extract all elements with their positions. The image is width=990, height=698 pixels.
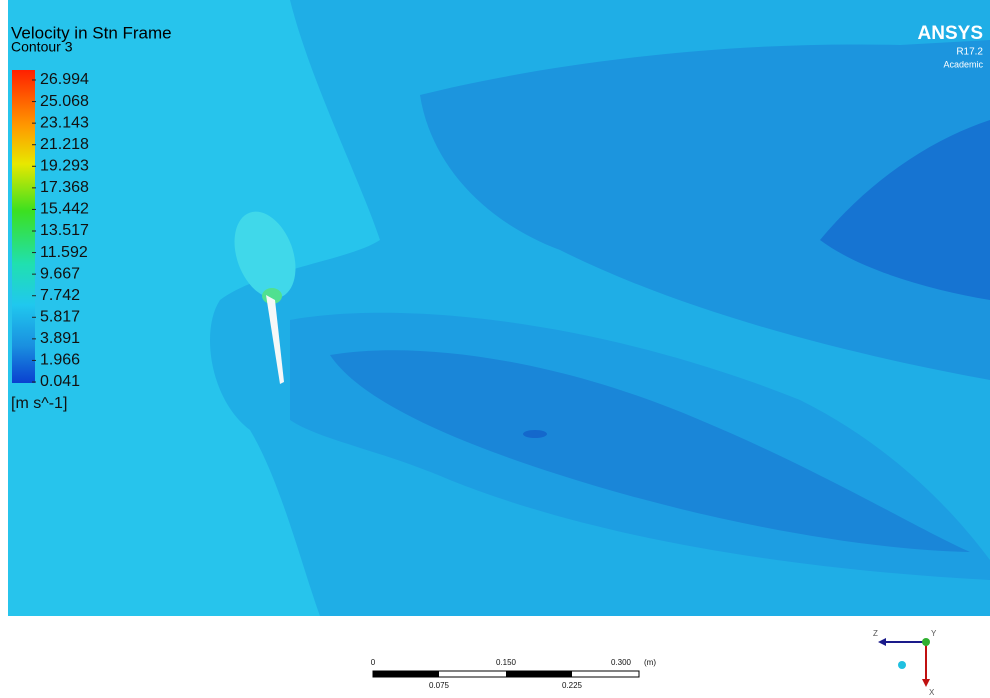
legend-level: 7.742: [40, 287, 80, 304]
triad-arrow: [878, 638, 886, 646]
triad-label: Y: [931, 629, 937, 638]
scale-bar-segment: [506, 671, 572, 677]
legend-unit: [m s^-1]: [11, 395, 67, 412]
page: {"legend": {"title": "Velocity in Stn Fr…: [0, 0, 990, 698]
legend-subtitle: Contour 3: [11, 39, 73, 55]
legend-level: 1.966: [40, 352, 80, 369]
scale-label: 0.300: [611, 658, 632, 667]
legend-level: 13.517: [40, 222, 89, 239]
scale-bar-segment: [373, 671, 439, 677]
scale-label: 0.225: [562, 681, 583, 690]
legend-level: 15.442: [40, 201, 89, 218]
legend-level: 21.218: [40, 136, 89, 153]
legend-level: 9.667: [40, 265, 80, 282]
logo-version: R17.2: [956, 47, 983, 58]
triad-sphere: [898, 661, 906, 669]
legend-level: 5.817: [40, 309, 80, 326]
viewer: Velocity in Stn Frame Contour 3 26.99425…: [0, 0, 990, 698]
contour-region: [523, 430, 547, 438]
legend-level: 23.143: [40, 114, 89, 131]
scale-unit: (m): [644, 658, 656, 667]
triad-label: Z: [873, 629, 878, 638]
scale-label: 0.150: [496, 658, 517, 667]
triad-arrow: [922, 679, 930, 687]
scale-label: 0: [371, 658, 376, 667]
logo-name: ANSYS: [918, 23, 983, 44]
scale-label: 0.075: [429, 681, 450, 690]
legend-level: 11.592: [40, 244, 88, 261]
legend-level: 25.068: [40, 93, 89, 110]
legend-level: 26.994: [40, 71, 89, 88]
legend-level: 19.293: [40, 158, 89, 175]
triad-label: X: [929, 688, 935, 697]
legend-level: 17.368: [40, 179, 89, 196]
triad-origin: [922, 638, 930, 646]
legend-level: 0.041: [40, 373, 80, 390]
legend-level: 3.891: [40, 330, 80, 347]
colorbar: [12, 70, 35, 383]
logo-edition: Academic: [943, 59, 983, 69]
